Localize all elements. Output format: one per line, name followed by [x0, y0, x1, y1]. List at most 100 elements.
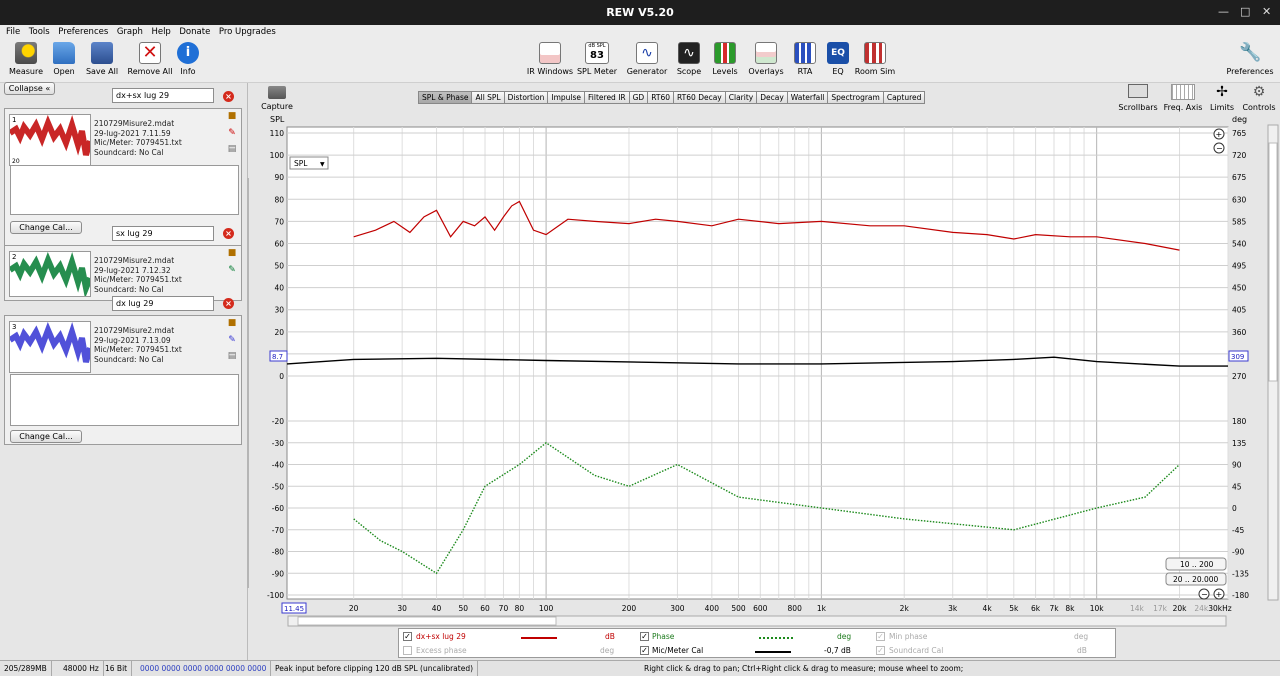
levels-icon — [714, 42, 736, 64]
zoom-out-top-icon[interactable]: − — [1213, 142, 1225, 154]
range-10-200-button[interactable]: 10 .. 200 — [1165, 557, 1227, 571]
y-tick-label-right: 405 — [1232, 306, 1247, 315]
x-tick-label: 14k — [1130, 604, 1145, 613]
tab-captured[interactable]: Captured — [882, 91, 926, 104]
vertical-scrollbar-thumb[interactable] — [1268, 142, 1278, 382]
horizontal-scrollbar-thumb[interactable] — [297, 616, 557, 626]
tab-distortion[interactable]: Distortion — [503, 91, 549, 104]
tab-gd[interactable]: GD — [628, 91, 649, 104]
overlays-button[interactable]: Overlays — [738, 42, 794, 76]
tab-decay[interactable]: Decay — [756, 91, 788, 104]
mic-icon[interactable]: ■ — [227, 318, 237, 328]
tab-filtered-ir[interactable]: Filtered IR — [584, 91, 630, 104]
y-axis-right: 7657206756305855404954504053603152701801… — [1232, 129, 1249, 600]
levels-button[interactable]: Levels — [697, 42, 753, 76]
menu-help[interactable]: Help — [151, 27, 171, 37]
tab-impulse[interactable]: Impulse — [547, 91, 586, 104]
measurement-name-input-3[interactable]: dx lug 29 — [112, 296, 214, 311]
series-line-0 — [353, 200, 1180, 251]
document-icon[interactable]: ▤ — [227, 351, 237, 361]
y-tick-label-right: 360 — [1232, 328, 1247, 337]
tab-all-spl[interactable]: All SPL — [471, 91, 505, 104]
document-icon[interactable]: ▤ — [227, 144, 237, 154]
x-tick-label: 30kHz — [1208, 604, 1232, 613]
tab-waterfall[interactable]: Waterfall — [786, 91, 829, 104]
rta-icon — [794, 42, 816, 64]
range-20-20000-button[interactable]: 20 .. 20.000 — [1165, 572, 1227, 586]
tab-spl-phase[interactable]: SPL & Phase — [418, 91, 473, 104]
collapse-button[interactable]: Collapse « — [4, 82, 55, 95]
minimize-button[interactable]: — — [1218, 5, 1229, 18]
tab-clarity[interactable]: Clarity — [724, 91, 758, 104]
change-cal-button[interactable]: Change Cal... — [10, 430, 82, 443]
zoom-in-bottom-icon[interactable]: + — [1213, 588, 1225, 600]
tab-rt60-decay[interactable]: RT60 Decay — [673, 91, 726, 104]
tab-spectrogram[interactable]: Spectrogram — [827, 91, 884, 104]
remove-measurement-2-icon[interactable]: × — [223, 228, 234, 239]
menu-donate[interactable]: Donate — [179, 27, 211, 37]
zoom-out-bottom-icon[interactable]: − — [1198, 588, 1210, 600]
change-cal-button[interactable]: Change Cal... — [10, 221, 82, 234]
maximize-button[interactable]: □ — [1240, 5, 1251, 18]
room-sim-button[interactable]: Room Sim — [847, 42, 903, 76]
svg-text:8.7: 8.7 — [272, 353, 283, 361]
spl-phase-graph[interactable]: 110 100 90 80 70 60 50 40 30 20 100 -20 -30 -40 -50 -60… — [260, 112, 1280, 632]
measurements-panel: Collapse « 1 20 210729Misure2.mdat 29-lu… — [0, 82, 249, 660]
svg-text:309: 309 — [1231, 353, 1244, 361]
series-line-2 — [286, 356, 1228, 367]
legend-checkbox-mic-cal[interactable]: ✓ — [640, 646, 649, 655]
menu-preferences[interactable]: Preferences — [58, 27, 109, 37]
info-button[interactable]: i Info — [160, 42, 216, 76]
remove-measurement-1-icon[interactable]: × — [223, 91, 234, 102]
measurement-name-input-1[interactable]: dx+sx lug 29 — [112, 88, 214, 103]
menu-file[interactable]: File — [6, 27, 21, 37]
rta-button[interactable]: RTA — [777, 42, 833, 76]
menu-graph[interactable]: Graph — [116, 27, 143, 37]
ir-windows-icon — [539, 42, 561, 64]
y-tick-label-right: -90 — [1232, 548, 1244, 557]
mic-icon[interactable]: ■ — [227, 111, 237, 121]
save-all-button[interactable]: Save All — [74, 42, 130, 76]
preferences-button[interactable]: 🔧 Preferences — [1226, 42, 1274, 76]
pen-icon[interactable]: ✎ — [228, 128, 236, 138]
y-axis-dropdown[interactable]: SPL ▼ — [289, 156, 329, 170]
close-button[interactable]: ✕ — [1262, 5, 1272, 18]
x-min-readout: 11.45 — [281, 602, 307, 614]
horizontal-scrollbar[interactable] — [287, 615, 1227, 627]
tab-rt60[interactable]: RT60 — [647, 91, 675, 104]
notes-area[interactable] — [10, 165, 239, 215]
measurement-name-input-2[interactable]: sx lug 29 — [112, 226, 214, 241]
pen-icon[interactable]: ✎ — [228, 265, 236, 275]
x-tick-label: 600 — [753, 604, 768, 613]
measurement-card-2[interactable]: 2 210729Misure2.mdat 29-lug-2021 7.12.32… — [4, 245, 242, 301]
pen-icon[interactable]: ✎ — [228, 335, 236, 345]
mic-icon[interactable]: ■ — [227, 248, 237, 258]
freq-axis-icon — [1171, 84, 1195, 100]
open-button[interactable]: Open — [36, 42, 92, 76]
scope-button[interactable]: ∿ Scope — [661, 42, 717, 76]
x-tick-label: 6k — [1031, 604, 1041, 613]
menu-tools[interactable]: Tools — [28, 27, 50, 37]
eq-button[interactable]: EQ EQ — [810, 42, 866, 76]
legend-checkbox-phase[interactable]: ✓ — [640, 632, 649, 641]
x-tick-label: 8k — [1065, 604, 1075, 613]
remove-measurement-3-icon[interactable]: × — [223, 298, 234, 309]
y-tick-label-right: -135 — [1232, 569, 1249, 578]
ir-windows-button[interactable]: IR Windows — [522, 42, 578, 76]
menu-pro-upgrades[interactable]: Pro Upgrades — [218, 27, 276, 37]
measurement-info: 210729Misure2.mdat 29-lug-2021 7.13.09 M… — [94, 326, 182, 364]
legend-checkbox-spl[interactable]: ✓ — [403, 632, 412, 641]
spl-meter-icon: dB SPL 83 — [585, 42, 609, 64]
notes-area[interactable] — [10, 374, 239, 426]
measurement-thumbnail: 3 — [9, 321, 91, 373]
remove-all-button[interactable]: ✕ Remove All — [127, 42, 173, 76]
zoom-in-top-icon[interactable]: + — [1213, 128, 1225, 140]
spl-meter-button[interactable]: dB SPL 83 SPL Meter — [576, 42, 618, 76]
svg-text:20 .. 20.000: 20 .. 20.000 — [1173, 575, 1219, 584]
y-tick-label-right: 45 — [1232, 482, 1242, 491]
y-tick-label-right: 540 — [1232, 239, 1247, 248]
measurement-card-3[interactable]: 3 210729Misure2.mdat 29-lug-2021 7.13.09… — [4, 315, 242, 445]
generator-button[interactable]: ∿ Generator — [619, 42, 675, 76]
measure-button[interactable]: Measure — [0, 42, 54, 76]
panel-scrollbar[interactable] — [247, 178, 249, 588]
